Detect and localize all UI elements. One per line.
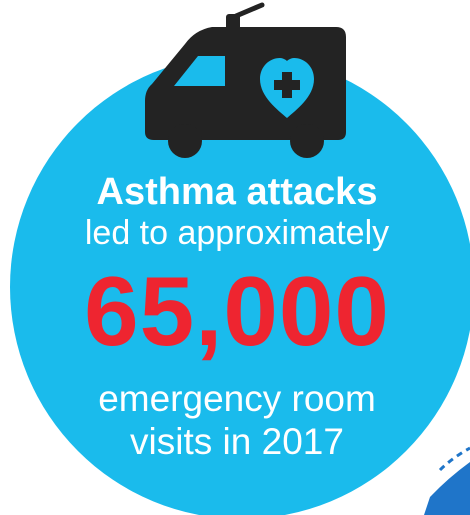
background-circle bbox=[10, 55, 470, 515]
ambulance-icon bbox=[145, 2, 346, 158]
corner-accent bbox=[424, 446, 470, 515]
medical-cross-icon bbox=[274, 72, 300, 98]
heart-icon bbox=[260, 58, 314, 118]
